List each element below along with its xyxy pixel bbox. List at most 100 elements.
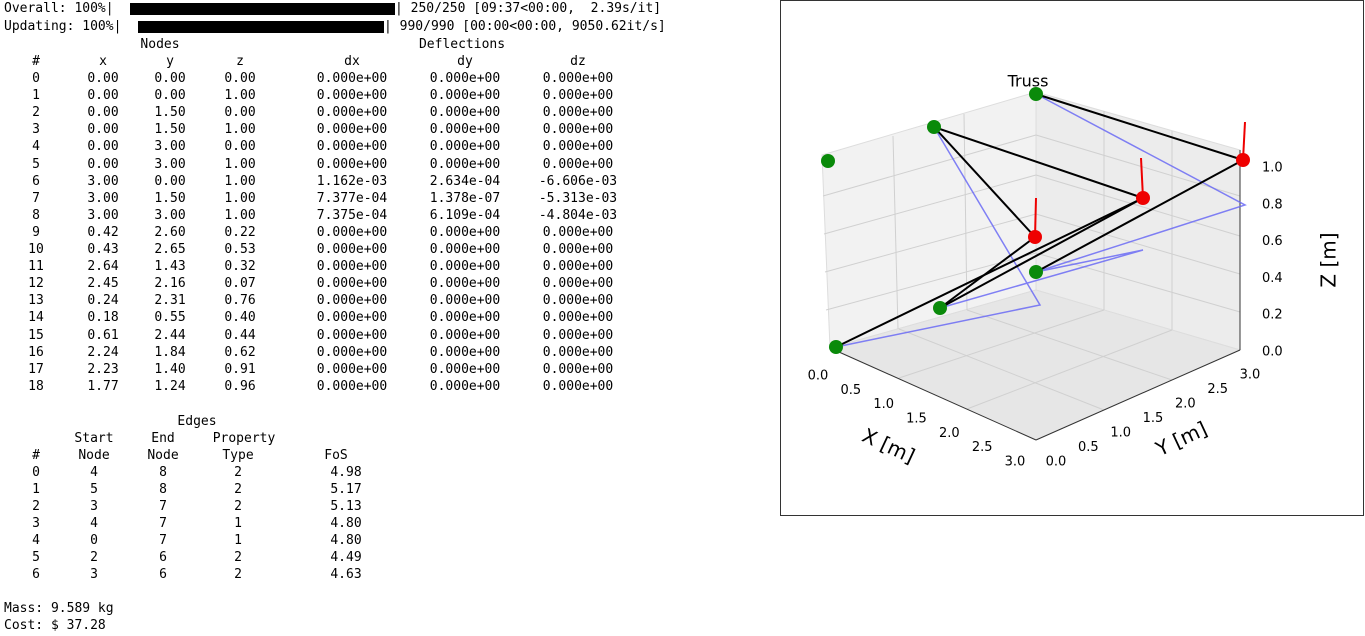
tick-label: 0.8 xyxy=(1262,197,1283,212)
progress-status: | 250/250 [09:37<00:00, 2.39s/it] xyxy=(395,1,662,16)
table-cell: 10 xyxy=(28,242,44,257)
table-cell: 1.378e-07 xyxy=(429,190,501,206)
table-cell: 16 xyxy=(28,344,44,360)
tick-label: 0.0 xyxy=(1046,455,1067,470)
progress-label: Overall: 100%| xyxy=(4,1,114,16)
table-cell: 0.000e+00 xyxy=(429,156,501,172)
table-cell: 17 xyxy=(28,361,44,377)
table-cell: 0.000e+00 xyxy=(316,122,388,138)
table-cell: 2.60 xyxy=(154,224,186,240)
table-cell: 0 xyxy=(90,533,98,548)
tick-label: 1.0 xyxy=(1110,426,1131,441)
table-cell: 0.000e+00 xyxy=(316,276,388,292)
table-cell: 4.80 xyxy=(330,516,362,531)
progress-bar xyxy=(138,21,384,33)
table-title: Nodes xyxy=(140,37,180,52)
table-cell: 3 xyxy=(90,499,98,514)
table-cell: 9 xyxy=(32,224,40,240)
table-cell: 1.50 xyxy=(154,122,186,138)
table-cell: 6 xyxy=(159,567,167,582)
table-cell: 0.000e+00 xyxy=(542,344,614,360)
table-cell: 1.00 xyxy=(224,122,256,138)
column-header: # xyxy=(32,54,40,69)
table-cell: 6 xyxy=(32,173,40,189)
table-cell: 0.76 xyxy=(224,293,256,309)
tick-label: 0.6 xyxy=(1262,234,1283,249)
table-cell: 0.000e+00 xyxy=(429,259,501,275)
table-cell: 4 xyxy=(90,465,98,480)
table-cell: 0.000e+00 xyxy=(542,242,614,257)
table-cell: 1.40 xyxy=(154,361,186,377)
table-cell: 8 xyxy=(32,207,40,223)
tick-label: 1.5 xyxy=(906,412,927,427)
table-cell: 7.377e-04 xyxy=(316,190,388,206)
table-cell: 0.000e+00 xyxy=(316,224,388,240)
table-cell: 0.00 xyxy=(87,105,119,121)
table-cell: 11 xyxy=(28,259,44,275)
table-cell: 7 xyxy=(32,190,40,206)
table-cell: 0.000e+00 xyxy=(316,361,388,377)
table-cell: 2.23 xyxy=(87,361,119,377)
table-cell: 7 xyxy=(159,499,167,514)
table-cell: 0.000e+00 xyxy=(316,310,388,326)
table-cell: 0 xyxy=(32,71,40,86)
column-header: End xyxy=(151,431,175,446)
table-cell: 0.42 xyxy=(87,224,119,240)
table-cell: 12 xyxy=(28,276,44,292)
table-cell: -4.804e-03 xyxy=(538,207,618,223)
table-cell: 0.000e+00 xyxy=(429,71,501,86)
table-cell: 0.000e+00 xyxy=(542,378,614,394)
table-cell: 0 xyxy=(32,465,40,480)
table-cell: 0.000e+00 xyxy=(429,105,501,121)
table-cell: 0.000e+00 xyxy=(429,224,501,240)
table-cell: 1.50 xyxy=(154,190,186,206)
table-cell: 0.07 xyxy=(224,276,256,292)
table-cell: 0.000e+00 xyxy=(542,276,614,292)
table-cell: 2.634e-04 xyxy=(429,173,501,189)
table-cell: 4.98 xyxy=(330,465,362,480)
table-cell: 3.00 xyxy=(87,207,119,223)
table-cell: 0.00 xyxy=(224,105,256,121)
table-cell: 5 xyxy=(32,550,40,565)
table-cell: 0.000e+00 xyxy=(542,88,614,104)
table-cell: 0.000e+00 xyxy=(542,259,614,275)
table-cell: 0.000e+00 xyxy=(542,122,614,138)
table-cell: 0.62 xyxy=(224,344,256,360)
table-cell: 1.162e-03 xyxy=(316,173,388,189)
table-cell: 1.00 xyxy=(224,156,256,172)
table-cell: 0.000e+00 xyxy=(316,259,388,275)
table-cell: 7 xyxy=(159,533,167,548)
table-cell: 13 xyxy=(28,293,44,309)
mass: Mass: 9.589 kg xyxy=(4,601,114,616)
table-cell: 0.22 xyxy=(224,224,256,240)
column-header: dy xyxy=(457,54,473,69)
table-cell: 5.13 xyxy=(330,499,362,514)
table-cell: 0.32 xyxy=(224,259,256,275)
table-cell: 0.000e+00 xyxy=(429,276,501,292)
table-cell: 2.31 xyxy=(154,293,186,309)
table-cell: 4 xyxy=(32,139,40,155)
table-cell: 2.64 xyxy=(87,259,119,275)
tick-label: 3.0 xyxy=(1240,368,1261,383)
table-title: Deflections xyxy=(418,37,506,52)
tick-label: 0.5 xyxy=(1078,440,1099,455)
cost: Cost: $ 37.28 xyxy=(4,618,106,633)
tick-label: 0.5 xyxy=(840,383,861,398)
column-header: # xyxy=(32,448,40,463)
table-cell: 1.50 xyxy=(154,105,186,121)
table-cell: 0.61 xyxy=(87,327,119,343)
tick-label: 0.0 xyxy=(1262,345,1283,360)
table-cell: -6.606e-03 xyxy=(538,173,618,189)
column-header: Type xyxy=(222,448,254,463)
table-cell: 0.000e+00 xyxy=(316,139,388,155)
table-cell: 0.24 xyxy=(87,293,119,309)
table-cell: 2.45 xyxy=(87,276,119,292)
table-cell: 0.53 xyxy=(224,242,256,257)
table-cell: 1 xyxy=(32,482,40,497)
table-cell: 1 xyxy=(32,88,40,104)
table-cell: 0.00 xyxy=(154,173,186,189)
table-cell: 7.375e-04 xyxy=(316,207,388,223)
table-cell: 3.00 xyxy=(154,207,186,223)
table-cell: 0.000e+00 xyxy=(542,139,614,155)
progress-status: | 990/990 [00:00<00:00, 9050.62it/s] xyxy=(384,19,666,34)
